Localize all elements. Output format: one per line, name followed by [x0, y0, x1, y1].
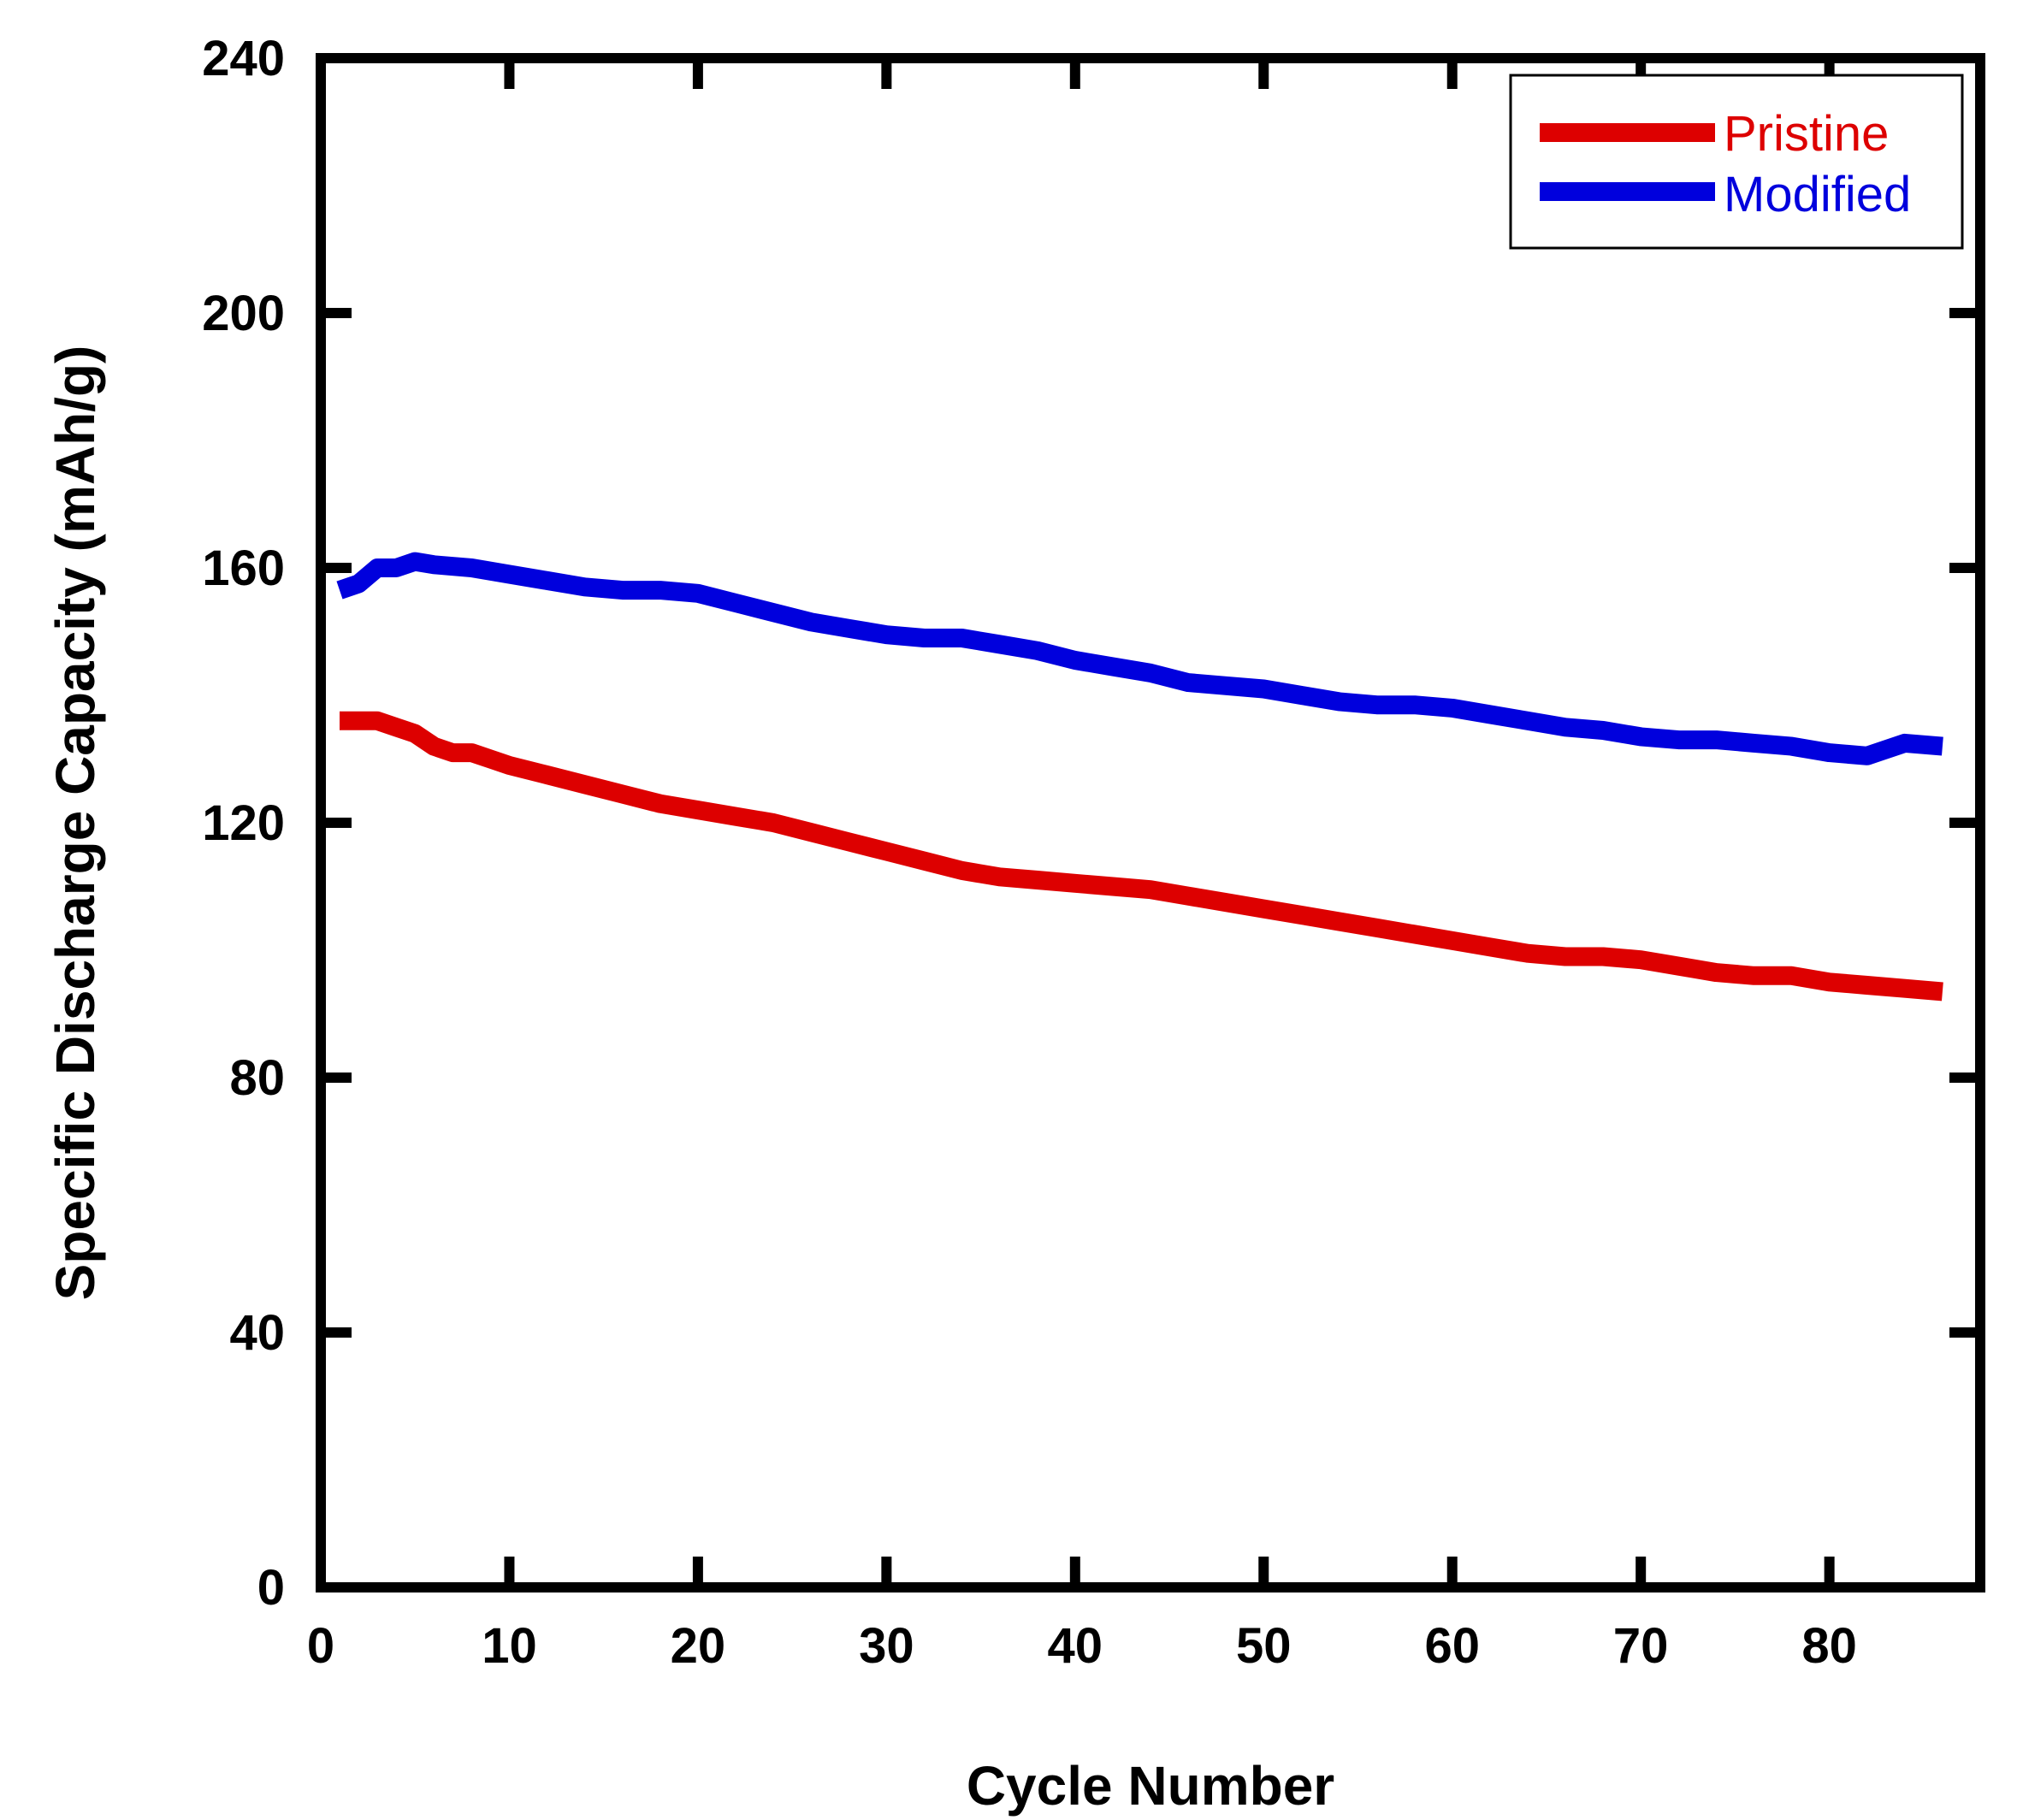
- x-tick-label: 60: [1424, 1618, 1480, 1674]
- y-tick-label: 120: [202, 795, 285, 851]
- y-tick-label: 40: [229, 1305, 285, 1361]
- y-tick-label: 160: [202, 541, 285, 596]
- legend-box: [1509, 74, 1964, 250]
- series-lines: [336, 552, 1943, 1002]
- y-axis-title: Specific Discharge Capacity (mAh/g): [44, 346, 106, 1301]
- legend-label-modified: Modified: [1724, 167, 1911, 222]
- axis-tick-labels: 0 10 20 30 40 50 60 70 80 0 40 80 120 160 200 240: [202, 31, 1857, 1674]
- x-tick-label: 50: [1236, 1618, 1292, 1674]
- x-tick-label: 20: [671, 1618, 726, 1674]
- y-tick-label: 240: [202, 31, 285, 86]
- x-tick-label: 10: [482, 1618, 537, 1674]
- x-tick-label: 80: [1801, 1618, 1857, 1674]
- x-axis-title: Cycle Number: [967, 1755, 1334, 1817]
- y-tick-label: 0: [257, 1560, 285, 1616]
- legend-label-pristine: Pristine: [1724, 106, 1889, 162]
- axis-ticks: [316, 53, 1980, 1592]
- legend: Pristine Modified: [1509, 74, 1964, 250]
- x-tick-label: 40: [1048, 1618, 1103, 1674]
- x-tick-label: 0: [307, 1618, 334, 1674]
- x-tick-label: 70: [1613, 1618, 1669, 1674]
- y-tick-label: 80: [229, 1050, 285, 1106]
- y-tick-label: 200: [202, 286, 285, 341]
- series-line-pristine: [340, 711, 1943, 1002]
- x-tick-label: 30: [859, 1618, 914, 1674]
- plot-frame: [316, 53, 1985, 1592]
- series-line-modified: [336, 552, 1943, 765]
